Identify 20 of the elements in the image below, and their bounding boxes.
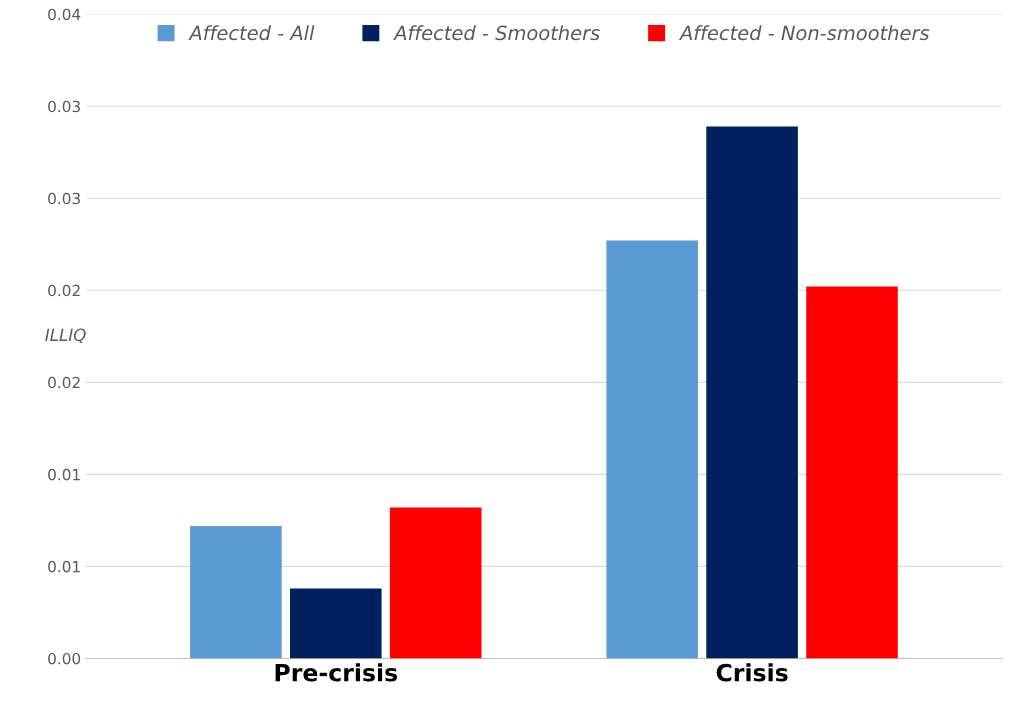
- y-tick-label: 0.03: [48, 192, 80, 205]
- y-tick-label: 0.01: [48, 560, 80, 573]
- y-axis-title: ILLIQ: [45, 328, 86, 344]
- y-tick-label: 0.01: [48, 468, 80, 481]
- y-tick-label: 0.04: [48, 8, 81, 21]
- legend-label: Affected - Non-smoothers: [678, 25, 930, 41]
- y-tick-label: 0.02: [48, 376, 80, 389]
- bar: [806, 286, 898, 659]
- bar: [606, 240, 698, 659]
- bar: [706, 126, 798, 659]
- y-tick-label: 0.00: [48, 652, 81, 665]
- x-tick-label: Pre-crisis: [275, 663, 398, 682]
- bar: [190, 525, 282, 659]
- y-tick-label: 0.03: [48, 100, 80, 113]
- bar: [389, 507, 482, 659]
- x-tick-label: Crisis: [716, 663, 788, 682]
- legend-label: Affected - Smoothers: [393, 25, 600, 41]
- bar: [290, 588, 382, 659]
- legend-label: Affected - All: [188, 25, 315, 41]
- y-tick-label: 0.02: [48, 284, 80, 297]
